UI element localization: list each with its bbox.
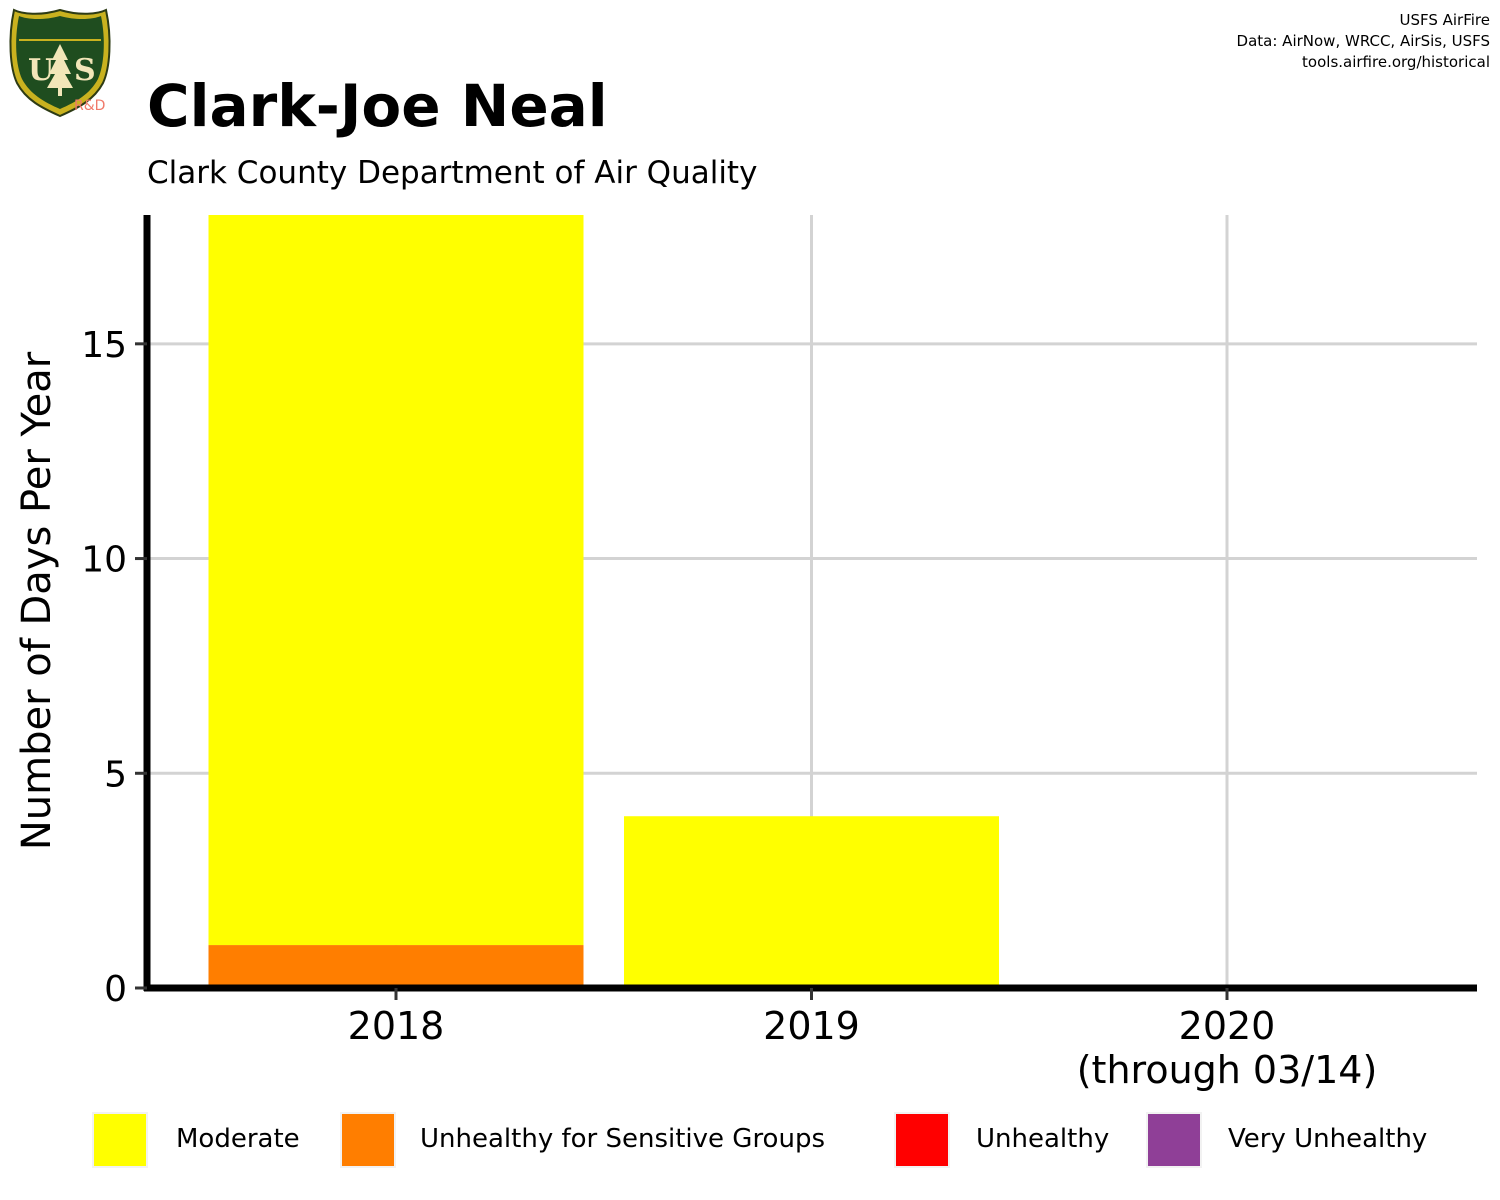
bar-2019-moderate <box>624 816 999 988</box>
credit-line: tools.airfire.org/historical <box>1302 53 1490 71</box>
y-tick-label: 15 <box>81 325 127 366</box>
legend-label: Very Unhealthy <box>1228 1124 1428 1154</box>
credit-line: USFS AirFire <box>1399 11 1490 29</box>
x-tick-label: (through 03/14) <box>1077 1048 1378 1092</box>
legend-swatch <box>1146 1112 1202 1168</box>
y-tick-label: 0 <box>104 969 127 1010</box>
bar-2018-moderate <box>208 215 584 946</box>
bar-2018-unhealthy-for-sensitive-groups <box>208 945 584 988</box>
y-axis-label: Number of Days Per Year <box>14 351 60 850</box>
logo-badge: R&D <box>74 98 106 114</box>
y-tick-label: 5 <box>104 754 127 795</box>
legend-swatch <box>894 1112 950 1168</box>
legend-swatch <box>92 1112 148 1168</box>
x-tick-label: 2020 <box>1179 1004 1276 1048</box>
tick-labels: 0 5 10 15 2018 2019 2020(through 03/14) <box>81 325 1377 1092</box>
legend-label: Unhealthy for Sensitive Groups <box>420 1124 825 1154</box>
x-tick-label: 2019 <box>763 1004 860 1048</box>
shield-icon: U S <box>9 8 111 118</box>
legend-swatch <box>340 1112 396 1168</box>
usfs-logo: U S R&D <box>8 8 113 118</box>
credits: USFS AirFire Data: AirNow, WRCC, AirSis,… <box>1237 10 1490 73</box>
legend-label: Unhealthy <box>976 1124 1110 1154</box>
svg-text:U: U <box>28 53 54 88</box>
y-tick-label: 10 <box>81 540 127 581</box>
x-tick-label: 2018 <box>348 1004 445 1048</box>
bars <box>208 215 999 988</box>
chart-title: Clark-Joe Neal <box>147 72 608 140</box>
credit-line: Data: AirNow, WRCC, AirSis, USFS <box>1236 32 1490 50</box>
axes <box>135 215 1477 1000</box>
legend-label: Moderate <box>176 1124 300 1154</box>
chart-subtitle: Clark County Department of Air Quality <box>147 155 758 191</box>
svg-text:S: S <box>74 53 96 88</box>
